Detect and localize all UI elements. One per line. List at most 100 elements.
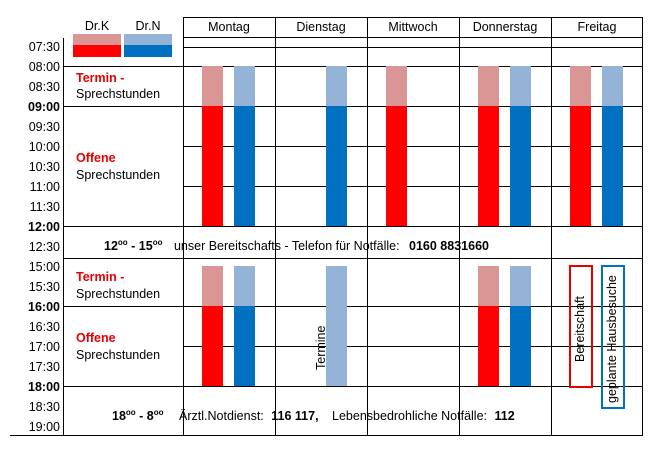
evening-hours: 18oo - 8oo (112, 408, 164, 424)
time-label: 17:30 (28, 360, 60, 374)
dr-n-open-bar (326, 106, 347, 226)
dr-k-appointment-bar (202, 266, 223, 306)
evening-hours-end: 8 (146, 409, 154, 424)
dr-n-open-bar (602, 106, 623, 226)
legend-dr-n-label: Dr.N (135, 19, 161, 33)
dr-n-appointment-bar (510, 266, 531, 306)
grid-vline (183, 258, 184, 435)
grid-bottom-border (10, 435, 643, 436)
dr-k-appointment-bar (202, 66, 223, 106)
time-label: 19:00 (28, 420, 60, 434)
evening-hours-end-sup: oo (153, 408, 164, 417)
grid-hline (63, 226, 643, 227)
time-label: 12:00 (28, 220, 60, 234)
termin-dash: - (116, 270, 125, 284)
dr-n-open-bar (510, 306, 531, 386)
day-header-montag: Montag (208, 20, 250, 34)
noon-hours: 12oo - 15oo (104, 238, 163, 254)
bereitschaft-box (569, 265, 593, 388)
grid-hline (183, 186, 643, 187)
notfall-number: 112 (494, 409, 515, 424)
bereitschaft-label: Bereitschaft (573, 295, 587, 362)
time-label: 18:30 (28, 400, 60, 414)
time-label: 15:30 (28, 280, 60, 294)
tuesday-termine-label: Termine (314, 325, 328, 370)
dr-n-open-bar (234, 106, 255, 226)
dr-n-appointment-bar (510, 66, 531, 106)
afternoon-termin-label: Termin - (76, 269, 124, 285)
dr-k-appointment-bar (478, 266, 499, 306)
evening-hours-sep: - (135, 409, 147, 424)
dr-k-open-bar (202, 106, 223, 226)
legend-dr-k-swatch (73, 34, 121, 57)
dr-k-open-bar (202, 306, 223, 386)
grid-hline (63, 66, 643, 67)
noon-hours-end-sup: oo (152, 238, 163, 247)
noon-hours-end: 15 (138, 239, 153, 254)
day-header-freitag: Freitag (577, 20, 617, 34)
grid-hline (63, 258, 643, 259)
dr-n-open-bar (234, 306, 255, 386)
time-label: 16:00 (28, 300, 60, 314)
dr-k-open-bar (478, 306, 499, 386)
dr-k-open-bar (386, 106, 407, 226)
dr-k-open-bar (570, 106, 591, 226)
dr-k-appointment-bar (570, 66, 591, 106)
time-label: 09:00 (28, 100, 60, 114)
afternoon-sprechstunden-label-1: Sprechstunden (76, 287, 161, 301)
time-label: 16:30 (28, 320, 60, 334)
morning-sprechstunden-label-1: Sprechstunden (76, 87, 161, 101)
grid-hline (183, 346, 643, 347)
noon-hours-start: 12 (104, 239, 118, 254)
time-label: 07:30 (28, 40, 60, 54)
termin-text: Termin (76, 71, 117, 85)
dr-k-appointment-bar (478, 66, 499, 106)
grid-vline (367, 17, 368, 258)
termin-text: Termin (76, 270, 117, 284)
time-label: 10:00 (28, 140, 60, 154)
noon-phone: 0160 8831660 (409, 239, 489, 254)
noon-hours-sep: - (127, 239, 139, 254)
time-label: 11:00 (29, 180, 60, 194)
day-header-mittwoch: Mittwoch (388, 20, 438, 34)
time-label: 17:00 (28, 340, 60, 354)
dr-k-appointment-bar (386, 66, 407, 106)
grid-vline (275, 258, 276, 435)
morning-sprechstunden-label-2: Sprechstunden (76, 168, 161, 182)
dr-n-open-bar (510, 106, 531, 226)
dr-n-appointment-bar (234, 66, 255, 106)
grid-top-border (183, 17, 643, 18)
grid-vline (551, 17, 552, 258)
dr-n-appointment-bar (326, 66, 347, 106)
noon-note-text: unser Bereitschafts - Telefon für Notfäl… (173, 239, 400, 254)
notdienst-label: Ärztl.Notdienst: (179, 409, 264, 424)
time-label: 08:00 (28, 60, 60, 74)
morning-termin-label: Termin - (76, 70, 124, 86)
notdienst-number: 116 117, (271, 409, 319, 424)
day-header-dienstag: Dienstag (296, 20, 346, 34)
time-label: 15:00 (28, 260, 60, 274)
grid-vline (551, 258, 552, 435)
time-label: 12:30 (28, 240, 60, 254)
time-label: 11:30 (29, 200, 60, 214)
hausbesuche-label: geplante Hausbesuche (605, 275, 619, 403)
evening-hours-start: 18 (112, 409, 126, 424)
dr-k-open-bar (478, 106, 499, 226)
time-label: 08:30 (28, 80, 60, 94)
legend-dr-k-label: Dr.K (84, 19, 110, 33)
time-label: 18:00 (28, 380, 60, 394)
evening-hours-start-sup: oo (125, 408, 136, 417)
dr-n-appointment-bar (234, 266, 255, 306)
dr-n-appointment-bar (602, 66, 623, 106)
grid-vline (367, 258, 368, 435)
grid-hline (63, 106, 643, 107)
evening-emergency-note: 18oo - 8oo Ärztl.Notdienst: 116 117, Leb… (112, 408, 515, 423)
dr-n-appointment-bar (326, 266, 347, 386)
grid-hline (63, 386, 643, 387)
grid-vline (183, 17, 184, 258)
grid-vline (275, 17, 276, 258)
grid-hline (183, 47, 643, 48)
grid-hline (183, 37, 643, 38)
day-header-donnerstag: Donnerstag (472, 20, 538, 34)
legend-dr-n-swatch (124, 34, 172, 57)
